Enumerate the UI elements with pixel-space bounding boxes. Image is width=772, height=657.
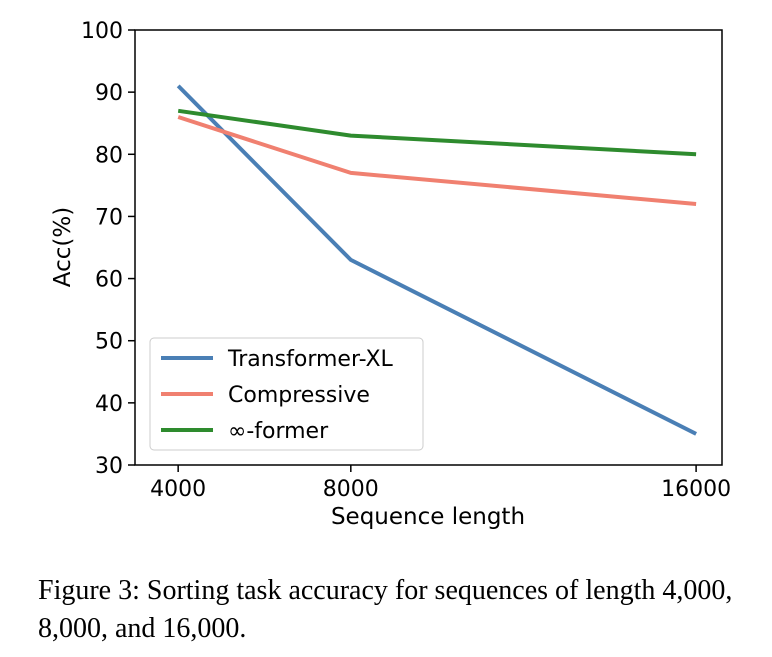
y-tick-label: 40 <box>95 392 123 417</box>
legend-label: ∞-former <box>228 419 329 444</box>
plot-frame <box>134 29 723 466</box>
y-tick-label: 50 <box>95 330 123 355</box>
legend-box <box>149 337 424 451</box>
series-line-transformer-xl <box>176 84 697 436</box>
legend: Transformer-XL Compressive ∞-former <box>149 337 424 451</box>
y-tick-label: 30 <box>95 454 123 479</box>
x-axis-label: Sequence length <box>331 504 525 530</box>
legend-label: Compressive <box>228 383 370 408</box>
series-line-former <box>177 108 697 157</box>
legend-label: Transformer-XL <box>227 347 394 372</box>
y-tick-label: 90 <box>95 81 123 106</box>
x-tick-label: 8000 <box>323 477 379 502</box>
plot-lines <box>176 84 697 436</box>
y-tick-label: 80 <box>95 143 123 168</box>
y-tick-label: 100 <box>81 19 123 44</box>
y-axis-label: Acc(%) <box>50 207 76 287</box>
x-tick-label: 16000 <box>661 477 731 502</box>
x-tick-label: 4000 <box>150 477 206 502</box>
y-tick-label: 70 <box>95 205 123 230</box>
y-tick-label: 60 <box>95 268 123 293</box>
line-chart: 30 40 50 60 70 80 90 100 4000 8000 16000 Sequence… <box>50 19 731 530</box>
figure-caption: Figure 3: Sorting task accuracy for sequ… <box>38 575 733 644</box>
x-axis-ticks: 4000 8000 16000 <box>150 465 731 502</box>
y-axis-ticks: 30 40 50 60 70 80 90 100 <box>81 19 135 479</box>
series-line-compressive <box>177 115 697 206</box>
